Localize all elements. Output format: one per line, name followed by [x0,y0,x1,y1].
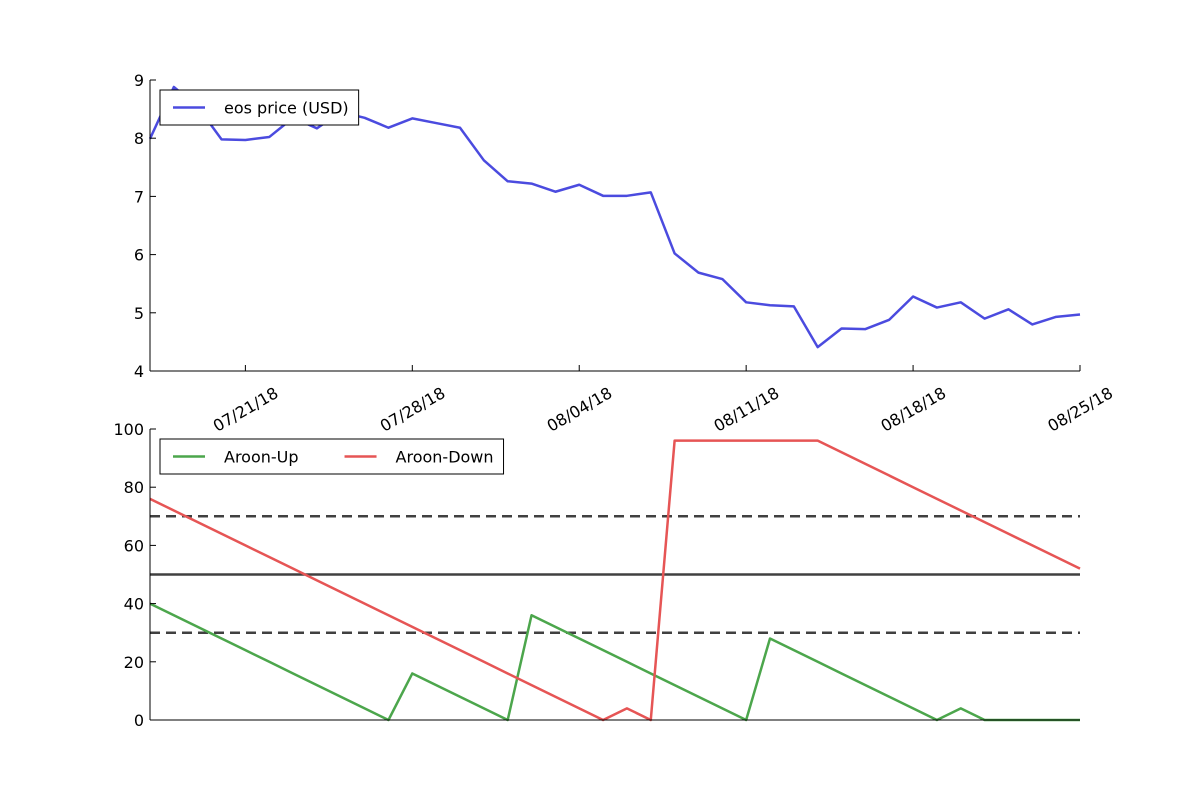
y-tick-label: 9 [134,71,144,90]
y-tick-label: 20 [124,653,144,672]
series-line-eos-price-usd [148,85,1081,349]
x-tick-label: 07/21/18 [210,383,282,435]
y-tick-label: 40 [124,595,144,614]
legend-box [159,438,505,475]
x-tick-label: 08/25/18 [1044,383,1116,435]
y-tick-label: 7 [134,187,144,206]
x-tick-label: 07/28/18 [377,383,449,435]
y-tick-label: 80 [124,478,144,497]
series-line-aroon-up [149,602,1080,722]
y-tick-label: 5 [134,304,144,323]
legend-label: eos price (USD) [224,99,349,118]
y-tick-label: 100 [113,420,144,439]
legend-label: Aroon-Up [224,448,299,467]
legend: eos price (USD) [159,89,360,126]
y-tick-label: 6 [134,246,144,265]
legend-label: Aroon-Down [396,448,494,467]
y-tick-label: 4 [134,362,144,381]
x-tick-label: 08/18/18 [877,383,949,435]
y-tick-label: 0 [134,711,144,730]
series-line-aroon-down [149,439,1081,722]
panel-1: 4 5 6 7 8 9 07/21/18 07/28/18 08/04/18 08/11/18 08… [134,71,1116,436]
x-tick-label: 08/11/18 [711,383,783,435]
y-tick-label: 60 [124,536,144,555]
legend: Aroon-Up Aroon-Down [159,438,505,475]
y-tick-label: 8 [134,129,144,148]
panel-2: 0 20 40 60 80 100 Aroon-Up Aroon-Down [113,420,1081,730]
x-tick-label: 08/04/18 [544,383,616,435]
